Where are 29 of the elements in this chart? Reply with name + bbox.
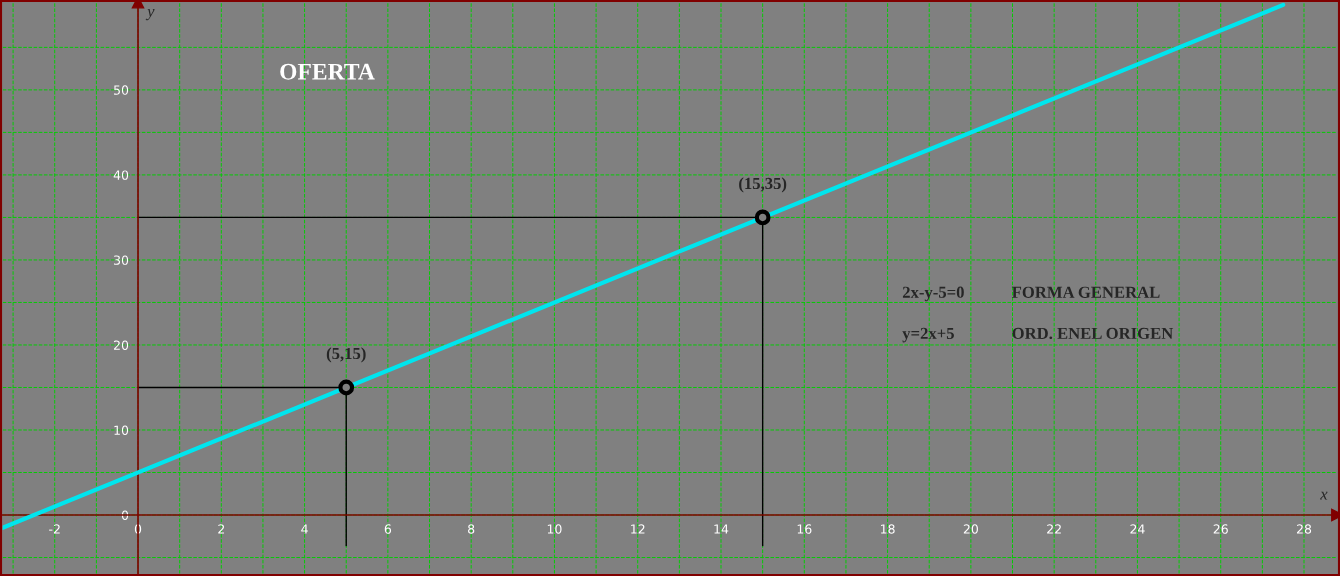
y-tick-label: 20 xyxy=(114,340,129,350)
x-tick-label: 8 xyxy=(468,524,475,534)
x-tick-label: 24 xyxy=(1130,524,1145,534)
x-axis-title: x xyxy=(1320,491,1328,500)
x-tick-label: 12 xyxy=(631,524,645,534)
x-tick-label: 20 xyxy=(963,524,978,534)
annotation: y=2x+5 xyxy=(902,327,954,343)
x-tick-label: 28 xyxy=(1296,524,1312,534)
annotation: FORMA GENERAL xyxy=(1011,286,1160,298)
y-tick-label: 10 xyxy=(114,425,129,435)
y-axis-title: y xyxy=(145,8,155,21)
x-tick-label: 16 xyxy=(797,524,812,534)
x-tick-label: 22 xyxy=(1047,524,1061,534)
annotation: (5,15) xyxy=(326,347,366,363)
x-tick-label: 6 xyxy=(384,524,392,534)
annotation: ORD. ENEL ORIGEN xyxy=(1012,327,1174,340)
x-tick-label: 26 xyxy=(1213,524,1228,534)
annotation: (15,35) xyxy=(739,177,787,193)
y-tick-label: 30 xyxy=(114,255,129,265)
annotation: 2x-y-5=0 xyxy=(902,286,964,302)
x-tick-label: 4 xyxy=(301,524,308,534)
x-tick-label: 10 xyxy=(547,524,562,534)
text: OFERTA xyxy=(280,63,375,80)
x-tick-label: 14 xyxy=(714,524,729,534)
x-tick-label: 18 xyxy=(881,524,895,534)
x-tick-label: 2 xyxy=(218,524,225,534)
x-tick-label: -2 xyxy=(49,524,60,534)
y-tick-label: 40 xyxy=(113,170,129,180)
y-tick-label: 50 xyxy=(114,85,129,95)
